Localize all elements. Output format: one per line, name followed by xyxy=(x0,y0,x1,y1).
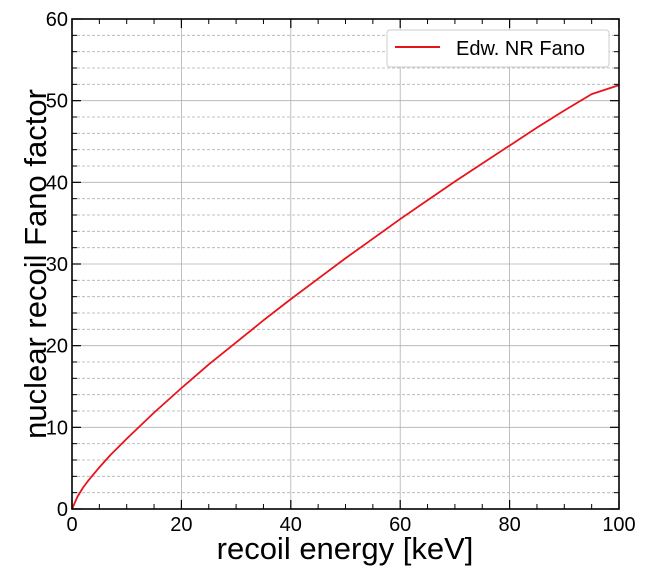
legend-label: Edw. NR Fano xyxy=(456,38,585,60)
y-axis-label: nuclear recoil Fano factor xyxy=(18,89,53,439)
y-tick-label: 0 xyxy=(57,499,68,521)
legend: Edw. NR Fano xyxy=(386,29,610,68)
x-tick-label: 0 xyxy=(66,514,77,536)
x-axis-label: recoil energy [keV] xyxy=(217,531,474,566)
y-tick-label: 50 xyxy=(46,91,68,113)
x-tick-label: 60 xyxy=(389,514,411,536)
ticks xyxy=(71,18,620,510)
series-layer xyxy=(71,84,620,510)
x-tick-label: 40 xyxy=(280,514,302,536)
x-tick-label: 80 xyxy=(498,514,520,536)
y-tick-label: 20 xyxy=(46,336,68,358)
tick-labels: 0 20 40 60 80 100 0 10 20 30 40 50 60 xyxy=(46,9,636,536)
y-tick-label: 30 xyxy=(46,254,68,276)
series-line xyxy=(71,84,620,510)
y-tick-label: 10 xyxy=(46,417,68,439)
x-tick-label: 20 xyxy=(170,514,192,536)
y-tick-label: 40 xyxy=(46,172,68,194)
legend-box xyxy=(386,29,610,68)
y-tick-label: 60 xyxy=(46,9,68,31)
x-tick-label: 100 xyxy=(602,514,635,536)
